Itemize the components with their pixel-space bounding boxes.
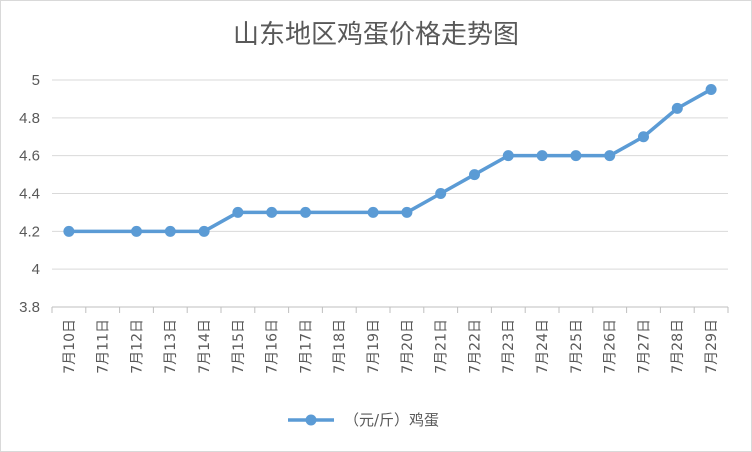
data-point — [638, 131, 649, 143]
data-point — [131, 225, 142, 237]
x-tick-label: 7月24日 — [535, 319, 551, 374]
legend: （元/斤）鸡蛋 — [288, 411, 439, 429]
series-line — [67, 87, 713, 234]
data-point — [266, 206, 278, 218]
x-tick-label: 7月29日 — [704, 319, 720, 374]
y-tick-label: 4.6 — [19, 148, 40, 165]
data-point — [300, 206, 311, 218]
data-point — [671, 102, 683, 114]
y-tick-label: 4.2 — [19, 223, 40, 240]
x-tick-label: 7月22日 — [467, 319, 483, 374]
x-tick-label: 7月11日 — [96, 319, 112, 374]
x-tick-label: 7月21日 — [434, 319, 450, 374]
y-tick-label: 4.4 — [19, 186, 40, 203]
data-point — [232, 206, 244, 218]
data-point — [502, 150, 514, 162]
y-tick-label: 4 — [32, 261, 40, 278]
y-axis-ticks: 3.8 4 4.2 4.4 4.6 4.8 5 — [19, 72, 40, 316]
data-point — [604, 150, 616, 162]
legend-marker — [305, 414, 317, 426]
x-tick-label: 7月18日 — [332, 319, 348, 374]
gridlines — [52, 79, 728, 270]
data-point — [63, 225, 75, 237]
x-tick-label: 7月12日 — [129, 319, 145, 374]
x-tick-label: 7月17日 — [298, 319, 314, 374]
data-point — [705, 83, 717, 95]
y-tick-label: 3.8 — [19, 299, 40, 316]
x-tick-label: 7月19日 — [366, 319, 382, 374]
x-tick-label: 7月20日 — [400, 319, 416, 374]
x-tick-label: 7月27日 — [636, 319, 652, 374]
data-point — [401, 206, 413, 218]
x-axis: 7月10日 7月11日 7月12日 7月13日 7月14日 7月15日 7月16日 7月17日… — [51, 306, 729, 374]
series-layer — [63, 83, 717, 237]
x-tick-label: 7月13日 — [163, 319, 179, 374]
chart-title: 山东地区鸡蛋价格走势图 — [232, 20, 519, 50]
data-point — [198, 225, 210, 237]
x-tick-label: 7月14日 — [197, 319, 213, 374]
data-point — [469, 169, 480, 181]
legend-label: （元/斤）鸡蛋 — [344, 411, 439, 429]
data-point — [367, 206, 379, 218]
x-tick-label: 7月26日 — [603, 319, 619, 374]
x-tick-label: 7月10日 — [62, 319, 78, 374]
x-tick-label: 7月23日 — [501, 319, 517, 374]
data-point — [536, 150, 548, 162]
data-point — [570, 150, 582, 162]
x-tick-label: 7月25日 — [569, 319, 585, 374]
x-tick-label: 7月28日 — [670, 319, 686, 374]
data-point — [435, 188, 447, 199]
y-tick-label: 5 — [32, 72, 40, 89]
data-point — [164, 225, 176, 237]
x-tick-label: 7月15日 — [231, 319, 247, 374]
y-tick-label: 4.8 — [19, 110, 40, 127]
x-tick-label: 7月16日 — [265, 319, 281, 374]
